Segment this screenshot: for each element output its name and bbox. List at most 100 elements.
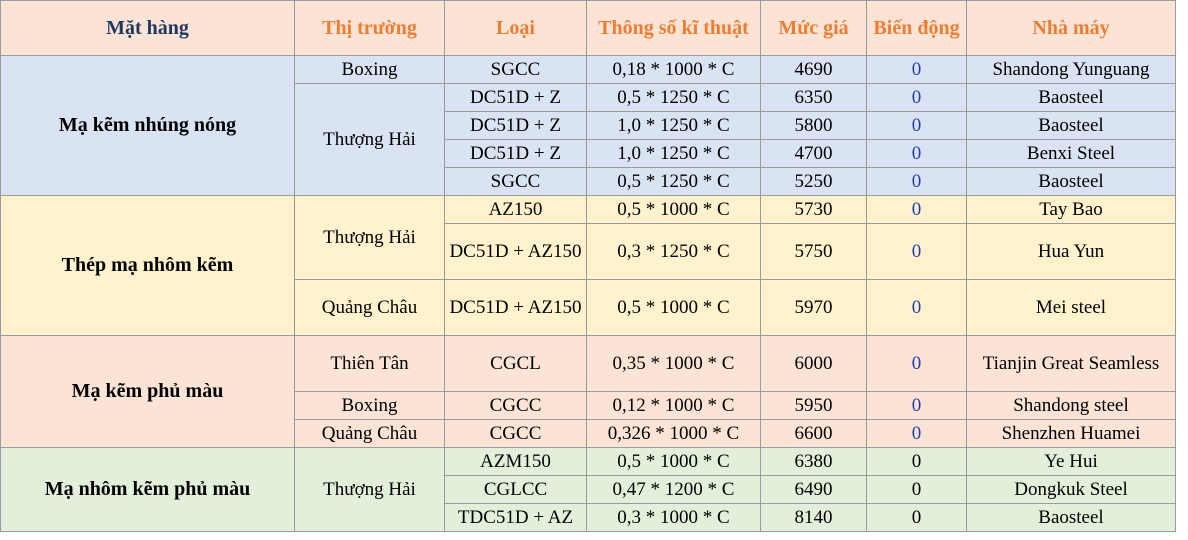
price-cell: 5970 — [760, 279, 867, 336]
type-cell: DC51D + AZ150 — [444, 223, 587, 280]
spec-cell: 1,0 * 1250 * C — [586, 111, 761, 140]
change-cell: 0 — [866, 447, 967, 476]
spec-cell: 0,326 * 1000 * C — [586, 419, 761, 448]
header-factory: Nhà máy — [966, 0, 1176, 56]
factory-cell: Ye Hui — [966, 447, 1176, 476]
price-cell: 6600 — [760, 419, 867, 448]
factory-cell: Shenzhen Huamei — [966, 419, 1176, 448]
product-cell: Mạ kẽm phủ màu — [0, 335, 295, 448]
market-cell: Quảng Châu — [294, 279, 445, 336]
factory-cell: Baosteel — [966, 167, 1176, 196]
factory-cell: Baosteel — [966, 111, 1176, 140]
spec-cell: 0,5 * 1250 * C — [586, 83, 761, 112]
table-row: Thép mạ nhôm kẽm Thượng Hải AZ150 0,5 * … — [0, 195, 1176, 336]
price-cell: 5250 — [760, 167, 867, 196]
change-cell: 0 — [866, 111, 967, 140]
price-cell: 6380 — [760, 447, 867, 476]
change-cell: 0 — [866, 139, 967, 168]
price-cell: 5730 — [760, 195, 867, 224]
market-cell: Boxing — [294, 55, 445, 84]
type-cell: CGCL — [444, 335, 587, 392]
header-market: Thị trường — [294, 0, 445, 56]
spec-cell: 1,0 * 1250 * C — [586, 139, 761, 168]
change-cell: 0 — [866, 391, 967, 420]
spec-cell: 0,35 * 1000 * C — [586, 335, 761, 392]
type-cell: AZ150 — [444, 195, 587, 224]
table-row: DC51D + AZ150 0,3 * 1250 * C 5750 0 Hua … — [1, 223, 1176, 280]
header-row: Mặt hàng Thị trường Loại Thông số kĩ thu… — [0, 0, 1176, 56]
table-row: Mạ kẽm phủ màu Thiên Tân CGCL 0,35 * 100… — [0, 335, 1176, 448]
price-cell: 4700 — [760, 139, 867, 168]
factory-cell: Mei steel — [966, 279, 1176, 336]
change-cell: 0 — [866, 419, 967, 448]
spec-cell: 0,5 * 1000 * C — [586, 447, 761, 476]
header-type: Loại — [444, 0, 587, 56]
change-cell: 0 — [866, 83, 967, 112]
type-cell: AZM150 — [444, 447, 587, 476]
factory-cell: Dongkuk Steel — [966, 475, 1176, 504]
factory-cell: Hua Yun — [966, 223, 1176, 280]
header-price: Mức giá — [760, 0, 867, 56]
factory-cell: Shandong steel — [966, 391, 1176, 420]
product-cell: Mạ nhôm kẽm phủ màu — [0, 447, 295, 532]
table-row: CGLCC 0,47 * 1200 * C 6490 0 Dongkuk Ste… — [1, 475, 1176, 504]
market-cell: Quảng Châu — [294, 419, 445, 448]
spec-cell: 0,3 * 1000 * C — [586, 503, 761, 532]
market-cell: Boxing — [294, 391, 445, 420]
change-cell: 0 — [866, 223, 967, 280]
spec-cell: 0,12 * 1000 * C — [586, 391, 761, 420]
change-cell: 0 — [866, 167, 967, 196]
price-cell: 6000 — [760, 335, 867, 392]
type-cell: DC51D + Z — [444, 83, 587, 112]
factory-cell: Tianjin Great Seamless — [966, 335, 1176, 392]
table-row: DC51D + Z 1,0 * 1250 * C 4700 0 Benxi St… — [1, 139, 1176, 168]
price-cell: 5750 — [760, 223, 867, 280]
table-row: Quảng Châu DC51D + AZ150 0,5 * 1000 * C … — [1, 279, 1176, 336]
table-row: SGCC 0,5 * 1250 * C 5250 0 Baosteel — [1, 167, 1176, 196]
header-change: Biến động — [866, 0, 967, 56]
header-product: Mặt hàng — [0, 0, 295, 56]
type-cell: DC51D + AZ150 — [444, 279, 587, 336]
product-cell: Thép mạ nhôm kẽm — [0, 195, 295, 336]
factory-cell: Shandong Yunguang — [966, 55, 1176, 84]
table-row: TDC51D + AZ 0,3 * 1000 * C 8140 0 Baoste… — [1, 503, 1176, 532]
type-cell: DC51D + Z — [444, 111, 587, 140]
spec-cell: 0,5 * 1250 * C — [586, 167, 761, 196]
table-row: Mạ nhôm kẽm phủ màu Thượng Hải AZM150 0,… — [0, 447, 1176, 532]
type-cell: DC51D + Z — [444, 139, 587, 168]
type-cell: TDC51D + AZ — [444, 503, 587, 532]
table-row: Boxing CGCC 0,12 * 1000 * C 5950 0 Shand… — [1, 391, 1176, 420]
change-cell: 0 — [866, 279, 967, 336]
price-cell: 4690 — [760, 55, 867, 84]
table-row: Mạ kẽm nhúng nóng Boxing SGCC 0,18 * 100… — [0, 55, 1176, 196]
market-cell: Thượng Hải — [294, 83, 445, 196]
spec-cell: 0,5 * 1000 * C — [586, 279, 761, 336]
factory-cell: Benxi Steel — [966, 139, 1176, 168]
product-cell: Mạ kẽm nhúng nóng — [0, 55, 295, 196]
steel-price-table: Mặt hàng Thị trường Loại Thông số kĩ thu… — [0, 0, 1176, 532]
price-cell: 8140 — [760, 503, 867, 532]
market-cell: Thiên Tân — [294, 335, 445, 392]
type-cell: CGLCC — [444, 475, 587, 504]
market-cell: Thượng Hải — [294, 195, 445, 280]
header-spec: Thông số kĩ thuật — [586, 0, 761, 56]
type-cell: SGCC — [444, 167, 587, 196]
table-row: Thượng Hải DC51D + Z 0,5 * 1250 * C 6350… — [1, 83, 1176, 196]
spec-cell: 0,5 * 1000 * C — [586, 195, 761, 224]
factory-cell: Baosteel — [966, 83, 1176, 112]
market-cell: Thượng Hải — [294, 447, 445, 532]
type-cell: CGCC — [444, 391, 587, 420]
type-cell: SGCC — [444, 55, 587, 84]
spec-cell: 0,3 * 1250 * C — [586, 223, 761, 280]
price-cell: 5800 — [760, 111, 867, 140]
change-cell: 0 — [866, 55, 967, 84]
price-cell: 6490 — [760, 475, 867, 504]
factory-cell: Tay Bao — [966, 195, 1176, 224]
spec-cell: 0,18 * 1000 * C — [586, 55, 761, 84]
price-cell: 6350 — [760, 83, 867, 112]
type-cell: CGCC — [444, 419, 587, 448]
factory-cell: Baosteel — [966, 503, 1176, 532]
change-cell: 0 — [866, 195, 967, 224]
change-cell: 0 — [866, 503, 967, 532]
spec-cell: 0,47 * 1200 * C — [586, 475, 761, 504]
